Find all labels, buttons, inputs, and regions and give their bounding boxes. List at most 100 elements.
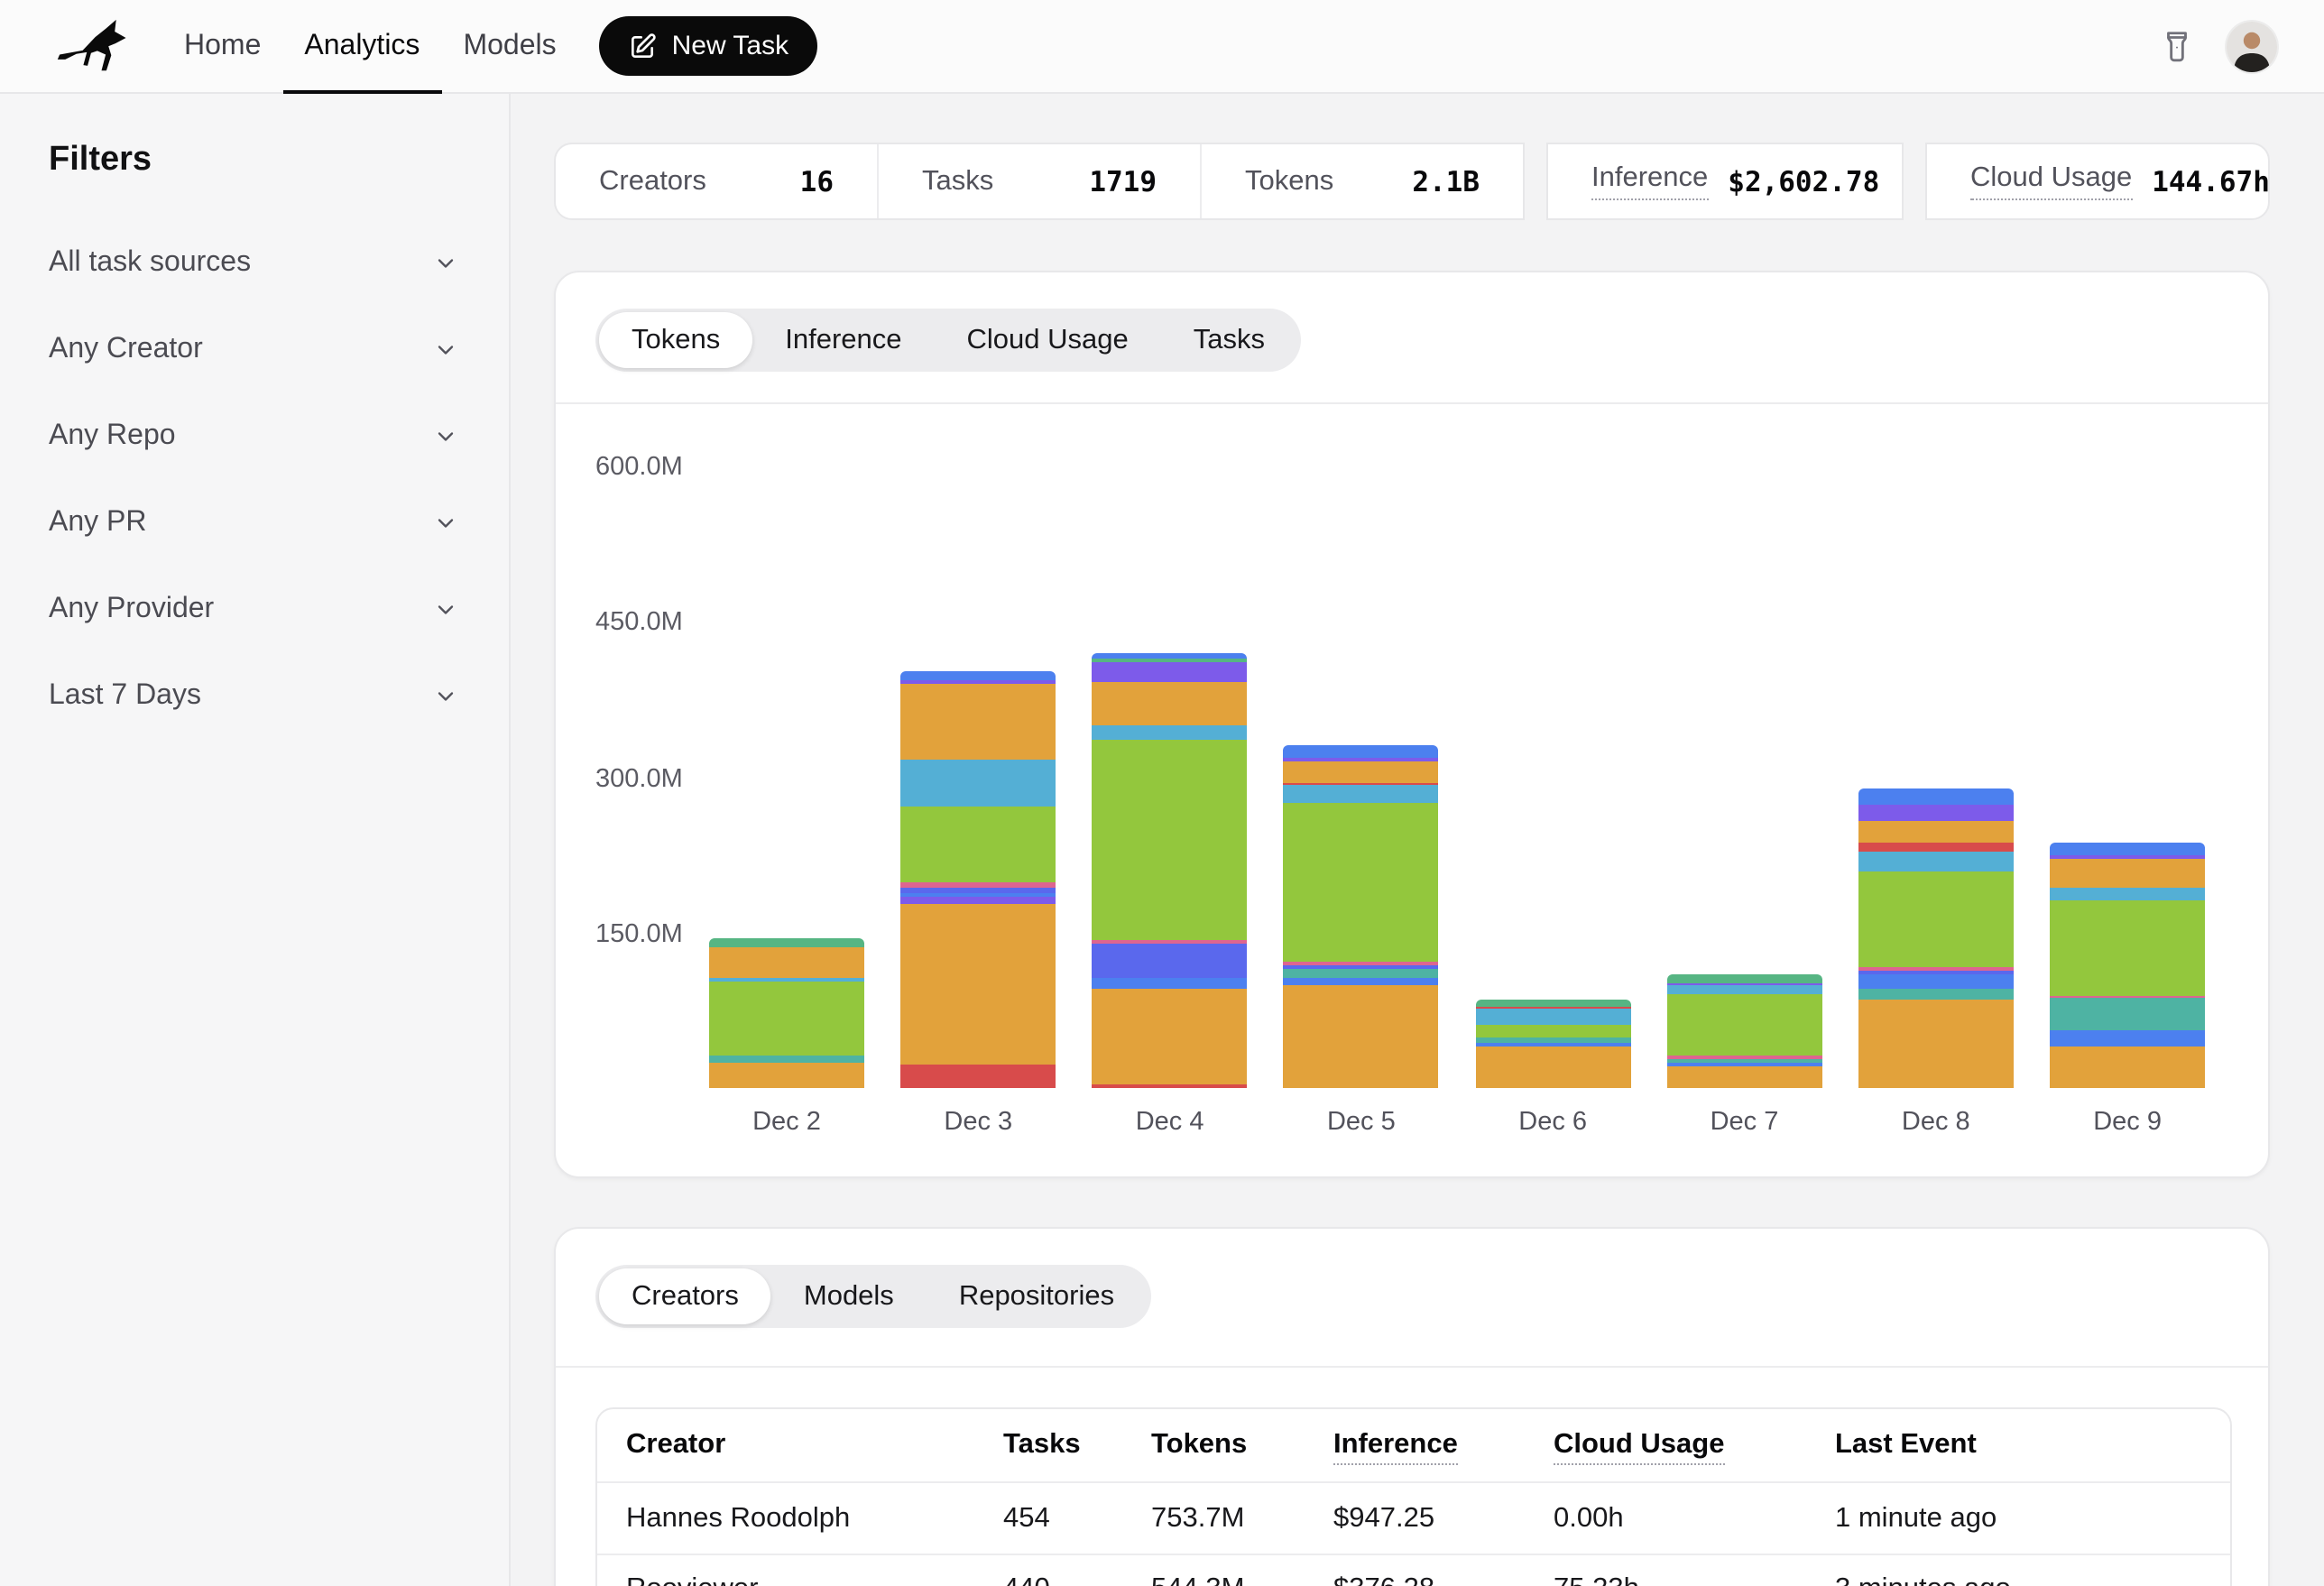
bar-segment-red[interactable] xyxy=(1475,1006,1631,1010)
bar-segment-teal[interactable] xyxy=(1475,1037,1631,1044)
stat-tokens[interactable]: Tokens 2.1B xyxy=(1200,144,1523,218)
bar-segment-red[interactable] xyxy=(1283,782,1439,786)
bar-segment-purple[interactable] xyxy=(1092,662,1248,683)
bar-segment-lightblue[interactable] xyxy=(1858,852,2014,871)
bar-segment-teal[interactable] xyxy=(1283,968,1439,978)
tab-cloud-usage[interactable]: Cloud Usage xyxy=(966,324,1129,355)
tab-inference[interactable]: Inference xyxy=(785,324,902,355)
bar-segment-seagreen[interactable] xyxy=(1666,974,1822,984)
bar-segment-seagreen[interactable] xyxy=(1475,999,1631,1007)
bar-segment-green[interactable] xyxy=(709,982,864,1056)
bar-dec-8[interactable] xyxy=(1858,788,2014,1088)
bar-dec-3[interactable] xyxy=(900,670,1056,1088)
bar-segment-purple[interactable] xyxy=(900,897,1056,904)
bar-segment-blue[interactable] xyxy=(1092,978,1248,990)
new-task-button[interactable]: New Task xyxy=(599,16,818,76)
stat-creators[interactable]: Creators 16 xyxy=(556,144,877,218)
bar-segment-blue[interactable] xyxy=(900,670,1056,681)
bar-segment-indigo[interactable] xyxy=(1283,965,1439,969)
filter-all-task-sources[interactable]: All task sources xyxy=(49,220,458,307)
filter-last-7-days[interactable]: Last 7 Days xyxy=(49,653,458,740)
bar-segment-blue[interactable] xyxy=(2050,842,2206,856)
bar-segment-pink[interactable] xyxy=(1092,940,1248,945)
table-row[interactable]: Hannes Roodolph 454 753.7M $947.25 0.00h 1 mi… xyxy=(597,1483,2230,1554)
bar-segment-blue[interactable] xyxy=(1858,973,2014,990)
bar-segment-red[interactable] xyxy=(1092,1083,1248,1088)
bar-segment-pink[interactable] xyxy=(2050,995,2206,999)
bar-dec-6[interactable] xyxy=(1475,999,1631,1088)
column-header-tasks[interactable]: Tasks xyxy=(1003,1429,1081,1462)
bar-segment-pink[interactable] xyxy=(900,881,1056,888)
column-header-creator[interactable]: Creator xyxy=(626,1429,725,1462)
bar-dec-2[interactable] xyxy=(709,938,864,1088)
bar-segment-lightblue[interactable] xyxy=(900,759,1056,807)
stat-inference[interactable]: Inference $2,602.78 xyxy=(1548,144,1923,218)
filter-any-pr[interactable]: Any PR xyxy=(49,480,458,567)
bar-segment-red[interactable] xyxy=(1858,842,2014,853)
stat-cloud-usage[interactable]: Cloud Usage 144.67h xyxy=(1927,144,2313,218)
bar-segment-blue[interactable] xyxy=(1283,977,1439,985)
bar-segment-pink[interactable] xyxy=(1666,1056,1822,1059)
bar-segment-purple[interactable] xyxy=(1283,758,1439,762)
bar-segment-orange[interactable] xyxy=(1283,761,1439,783)
column-header-inference[interactable]: Inference xyxy=(1333,1429,1458,1465)
bar-segment-orange[interactable] xyxy=(1858,999,2014,1088)
table-row[interactable]: Rooviewer440544.3M$376.2875.23h3 minutes… xyxy=(597,1554,2230,1586)
column-header-cloud-usage[interactable]: Cloud Usage xyxy=(1554,1429,1725,1465)
bar-segment-blue[interactable] xyxy=(900,893,1056,898)
bar-segment-teal[interactable] xyxy=(1858,989,2014,1000)
avatar[interactable] xyxy=(2227,21,2277,71)
bar-segment-orange[interactable] xyxy=(1283,984,1439,1088)
bar-segment-green[interactable] xyxy=(1475,1024,1631,1038)
bar-segment-teal[interactable] xyxy=(2050,998,2206,1030)
filter-any-creator[interactable]: Any Creator xyxy=(49,307,458,393)
column-header-last-event[interactable]: Last Event xyxy=(1835,1429,1977,1462)
nav-item-models[interactable]: Models xyxy=(463,30,557,60)
bar-segment-orange[interactable] xyxy=(709,1062,864,1088)
filter-any-repo[interactable]: Any Repo xyxy=(49,393,458,480)
bar-segment-teal[interactable] xyxy=(1666,1058,1822,1064)
bar-segment-lightblue[interactable] xyxy=(1475,1009,1631,1025)
bar-segment-orange[interactable] xyxy=(2050,1047,2206,1088)
filter-any-provider[interactable]: Any Provider xyxy=(49,567,458,653)
stat-tasks[interactable]: Tasks 1719 xyxy=(877,144,1200,218)
tab-tokens[interactable]: Tokens xyxy=(599,312,753,368)
bar-segment-blue[interactable] xyxy=(2050,1029,2206,1047)
bar-segment-orange[interactable] xyxy=(900,684,1056,760)
bar-segment-orange[interactable] xyxy=(1666,1066,1822,1088)
bar-segment-blue[interactable] xyxy=(1283,744,1439,759)
bar-segment-indigo[interactable] xyxy=(1092,944,1248,979)
bar-segment-orange[interactable] xyxy=(1092,682,1248,725)
bar-segment-orange[interactable] xyxy=(900,903,1056,1065)
bar-segment-orange[interactable] xyxy=(1858,820,2014,843)
bar-dec-5[interactable] xyxy=(1283,744,1439,1088)
bar-segment-green[interactable] xyxy=(1092,739,1248,941)
bar-segment-purple[interactable] xyxy=(1858,805,2014,820)
bar-segment-green[interactable] xyxy=(1283,803,1439,963)
bar-segment-purple[interactable] xyxy=(1666,983,1822,986)
bar-dec-7[interactable] xyxy=(1666,974,1822,1088)
column-header-tokens[interactable]: Tokens xyxy=(1151,1429,1247,1462)
bar-segment-orange[interactable] xyxy=(709,947,864,978)
bar-segment-seagreen[interactable] xyxy=(1092,659,1248,663)
bar-segment-orange[interactable] xyxy=(1475,1047,1631,1088)
bar-dec-9[interactable] xyxy=(2050,842,2206,1088)
bar-segment-green[interactable] xyxy=(2050,899,2206,996)
bar-segment-lightblue[interactable] xyxy=(1092,724,1248,740)
bar-segment-purple[interactable] xyxy=(900,680,1056,685)
tab-tasks[interactable]: Tasks xyxy=(1193,324,1265,355)
nav-item-home[interactable]: Home xyxy=(184,30,262,60)
bar-segment-pink[interactable] xyxy=(1283,962,1439,966)
bar-segment-teal[interactable] xyxy=(709,1055,864,1063)
bar-segment-blue[interactable] xyxy=(1666,1063,1822,1067)
bar-segment-lightblue[interactable] xyxy=(1666,985,1822,995)
bar-segment-green[interactable] xyxy=(1666,994,1822,1056)
bar-segment-lightblue[interactable] xyxy=(1283,785,1439,804)
bar-segment-blue[interactable] xyxy=(1475,1043,1631,1047)
nav-item-analytics[interactable]: Analytics xyxy=(282,0,442,94)
bar-segment-pink[interactable] xyxy=(1858,967,2014,971)
bar-segment-red[interactable] xyxy=(900,1064,1056,1088)
bar-segment-seagreen[interactable] xyxy=(709,938,864,948)
bar-segment-lightblue[interactable] xyxy=(709,977,864,982)
bar-segment-indigo[interactable] xyxy=(1858,970,2014,974)
